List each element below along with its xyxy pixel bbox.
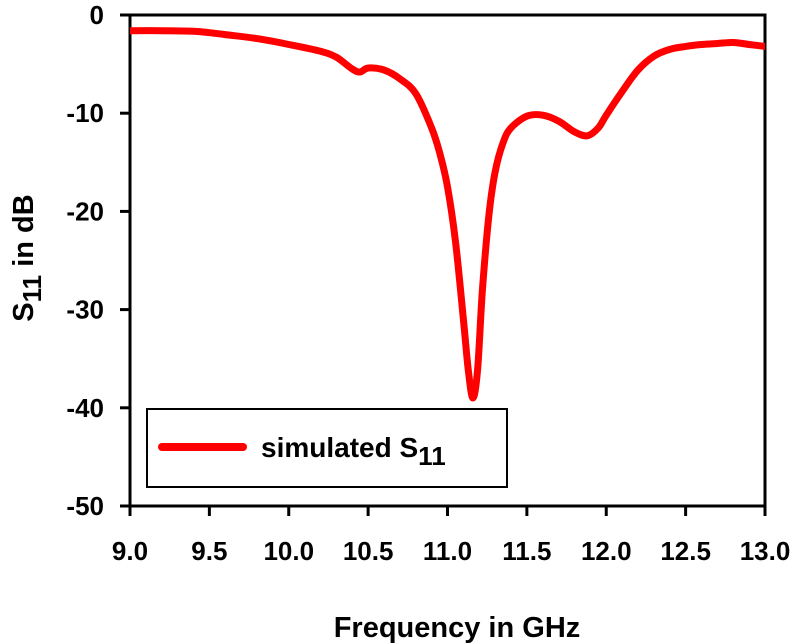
x-tick-label: 12.5 — [660, 536, 711, 566]
x-tick-label: 12.0 — [581, 536, 632, 566]
series-line-simulated-s11 — [130, 27, 765, 402]
y-tick-label: 0 — [90, 0, 104, 30]
x-tick-label: 11.5 — [502, 536, 551, 566]
x-tick-labels: 9.0 9.5 10.0 10.5 11.0 11.5 12.0 12.5 13.0 — [112, 536, 790, 566]
y-axis-title-subscript: 11 — [17, 275, 47, 303]
x-tick-label: 11.0 — [423, 536, 472, 566]
legend: simulated S11 — [146, 408, 508, 488]
y-tick-label: -30 — [66, 295, 104, 325]
legend-label-subscript: 11 — [418, 441, 446, 471]
y-axis-title: S11 in dB — [8, 194, 47, 321]
legend-label-main: simulated S — [261, 432, 418, 463]
y-tick-label: -10 — [66, 98, 104, 128]
x-tick-label: 10.0 — [263, 536, 314, 566]
plot-area-frame — [128, 13, 767, 508]
y-axis-title-main: S — [8, 302, 40, 321]
x-tick-label: 9.5 — [191, 536, 227, 566]
y-tick-label: -50 — [66, 491, 104, 521]
x-axis-title: Frequency in GHz — [334, 612, 581, 644]
x-tick-label: 10.5 — [343, 536, 394, 566]
y-tick-labels: 0 -10 -20 -30 -40 -50 — [66, 0, 104, 521]
y-axis-title-rest: in dB — [8, 194, 40, 275]
legend-label: simulated S11 — [261, 432, 446, 471]
axis-ticks — [120, 13, 767, 516]
x-tick-label: 13.0 — [740, 536, 791, 566]
x-tick-label: 9.0 — [112, 536, 148, 566]
y-tick-label: -40 — [66, 393, 104, 423]
y-tick-label: -20 — [66, 196, 104, 226]
